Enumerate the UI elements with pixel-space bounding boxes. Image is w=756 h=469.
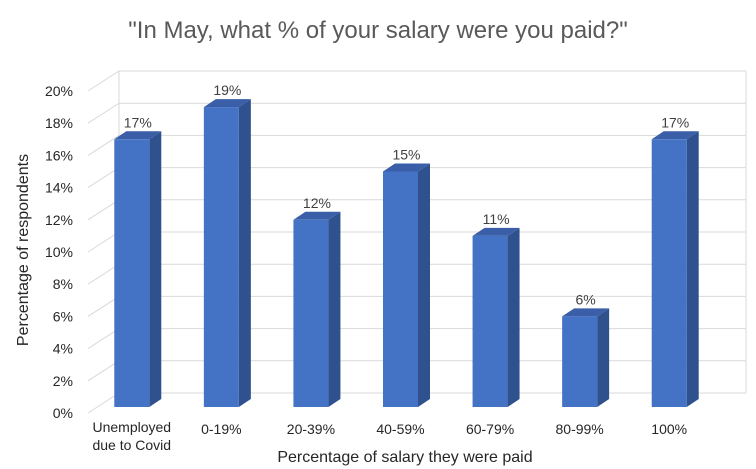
- bar-side: [328, 211, 341, 407]
- bar-top: [472, 227, 520, 236]
- y-tick-label: 4%: [53, 341, 73, 357]
- data-label: 11%: [483, 211, 510, 227]
- data-label: 19%: [213, 82, 241, 98]
- bar-front: [562, 316, 598, 407]
- x-tick-label: 100%: [651, 421, 687, 437]
- bar-side: [418, 163, 430, 407]
- y-tick-label: 18%: [45, 115, 73, 131]
- x-tick-label: 80-99%: [556, 421, 604, 437]
- y-tick-label: 2%: [53, 373, 73, 389]
- bar: [562, 308, 610, 407]
- bar: [293, 211, 341, 407]
- data-label: 15%: [392, 147, 420, 163]
- bar-top: [383, 163, 430, 172]
- bar-top: [293, 211, 341, 220]
- y-axis-title: Percentage of respondents: [15, 154, 32, 346]
- y-tick-label: 14%: [45, 180, 73, 196]
- y-tick-label: 10%: [45, 244, 73, 260]
- y-tick-label: 20%: [45, 83, 73, 99]
- y-tick-label: 8%: [53, 276, 73, 292]
- bar-side: [238, 99, 251, 407]
- bar: [383, 163, 430, 407]
- bar-front: [472, 235, 508, 407]
- y-tick-label: 6%: [53, 308, 73, 324]
- y-tick-label: 0%: [53, 405, 73, 421]
- bar: [472, 227, 520, 407]
- y-tick-label: 12%: [45, 212, 73, 228]
- gridline: [87, 102, 746, 124]
- bar-top: [203, 99, 251, 108]
- data-label: 6%: [576, 291, 596, 307]
- bar: [203, 99, 251, 407]
- bar-side: [149, 131, 162, 408]
- x-tick-label: 0-19%: [201, 421, 241, 437]
- bar: [114, 131, 162, 408]
- x-axis-title: Percentage of salary they were paid: [277, 449, 532, 466]
- gridline: [87, 70, 746, 92]
- bar: [651, 131, 699, 408]
- bar-side: [507, 227, 520, 407]
- bar-top: [651, 131, 699, 140]
- chart-title: "In May, what % of your salary were you …: [128, 17, 628, 44]
- bar-side: [686, 131, 699, 408]
- bar-front: [203, 107, 239, 407]
- x-tick-label: 60-79%: [466, 421, 514, 437]
- bar-front: [651, 139, 687, 408]
- bar-front: [293, 219, 329, 407]
- bar-front: [383, 171, 418, 407]
- bar-top: [114, 131, 162, 140]
- x-tick-label: Unemployed due to Covid: [92, 419, 171, 453]
- x-tick-label: 20-39%: [287, 421, 335, 437]
- x-axis-ticks: Unemployed due to Covid 0-19% 20-39% 40-59% 6…: [92, 419, 687, 453]
- data-labels: 17% 19% 12% 15% 11% 6% 17%: [124, 82, 689, 307]
- bars: [114, 99, 699, 408]
- data-label: 12%: [303, 195, 331, 211]
- y-tick-label: 16%: [45, 147, 73, 163]
- bar-top: [562, 308, 610, 317]
- x-tick-label: 40-59%: [376, 421, 424, 437]
- data-label: 17%: [661, 114, 689, 130]
- y-axis-ticks: 0% 2% 4% 6% 8% 10% 12% 14% 16% 18% 20%: [45, 83, 73, 421]
- data-label: 17%: [124, 114, 152, 130]
- bar-side: [597, 308, 610, 407]
- bar-front: [114, 139, 150, 408]
